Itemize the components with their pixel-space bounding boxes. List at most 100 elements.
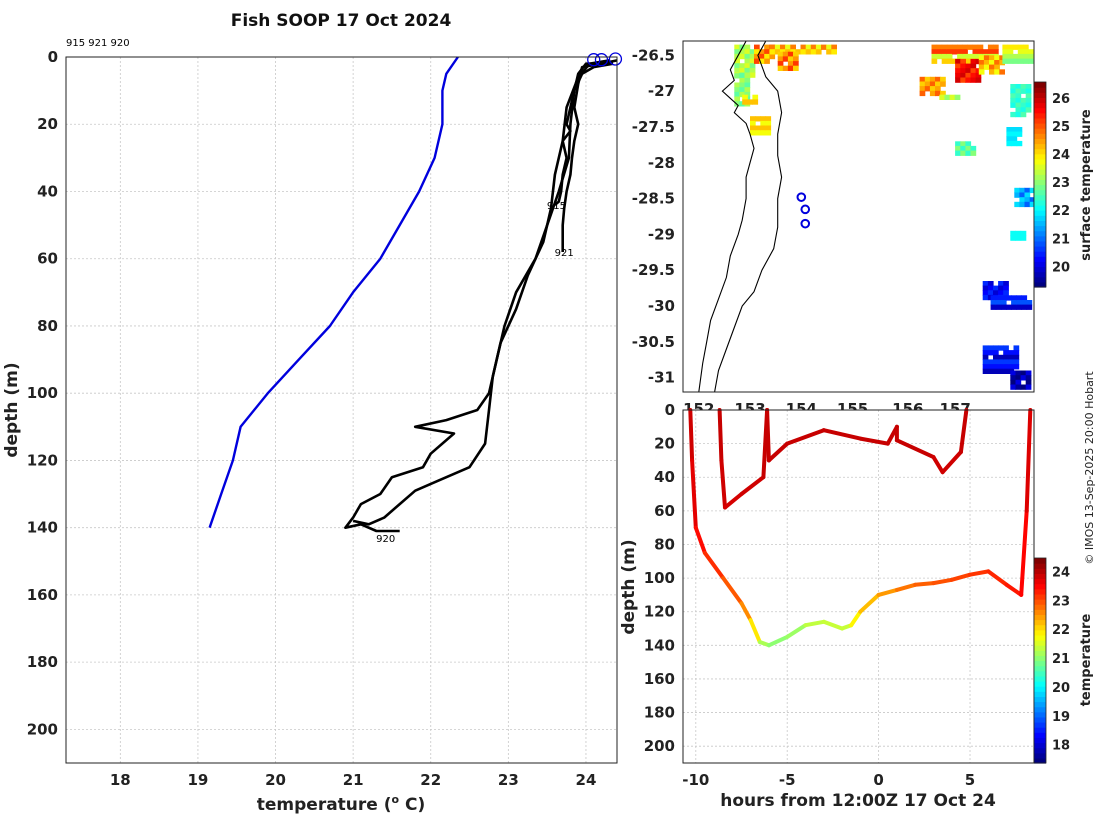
sst-cell [990, 304, 997, 310]
sst-cell [990, 300, 997, 306]
td-colorbar-segment [1034, 634, 1046, 641]
sst-cell [1015, 370, 1022, 376]
sst-cell [970, 145, 977, 152]
sst-cell [993, 345, 999, 351]
profile-plot-frame [65, 56, 618, 764]
sst-cell [1003, 368, 1009, 374]
sst-cell [1028, 49, 1034, 55]
sst-cell [924, 86, 931, 92]
sst-cell [929, 76, 936, 83]
map-colorbar-tick: 20 [1052, 260, 1070, 275]
sst-cell [970, 68, 977, 74]
time-depth-area [683, 410, 1034, 763]
profile-line-climatology [208, 56, 459, 529]
sst-cell [1025, 375, 1032, 381]
x-tick-label: 23 [498, 771, 519, 789]
map-colorbar-segment [1034, 117, 1046, 124]
sst-cell [1010, 235, 1016, 241]
sst-cell [739, 82, 746, 88]
sst-cell [1025, 88, 1032, 94]
sst-cell [790, 44, 796, 50]
sst-cell [1020, 370, 1027, 376]
sst-cell [805, 44, 812, 50]
td-colorbar-tick: 21 [1052, 652, 1070, 667]
map-colorbar-segment [1034, 123, 1046, 129]
sst-cell [940, 81, 946, 87]
track-segment-shallow [931, 455, 945, 475]
y-tick-label: 120 [27, 451, 58, 469]
sst-cell [995, 304, 1002, 310]
sst-cell [1006, 304, 1012, 310]
sst-cell [1015, 107, 1022, 113]
map-colorbar-segment [1034, 184, 1046, 191]
track-segment-deep [803, 619, 826, 628]
sst-cell [955, 141, 961, 147]
sst-cell [967, 44, 973, 50]
sst-cell [941, 53, 948, 60]
map-colorbar-segment [1034, 194, 1046, 201]
map-colorbar-segment [1034, 276, 1046, 283]
sst-cell [749, 58, 756, 64]
sst-cell [782, 65, 789, 71]
sst-cell [967, 53, 973, 60]
sst-cell [919, 90, 926, 97]
sst-cell [739, 77, 746, 84]
sst-cell [739, 91, 746, 98]
sst-cell [994, 64, 1000, 70]
sst-cell [1015, 230, 1022, 237]
sst-cell [952, 49, 958, 55]
sst-cell [1017, 49, 1024, 55]
sst-cell [982, 350, 989, 356]
td-colorbar-segment [1034, 681, 1046, 687]
sst-cell [1020, 107, 1027, 113]
sst-cell [1029, 197, 1035, 203]
sst-cell [1013, 345, 1020, 351]
sst-cell [965, 77, 972, 83]
sst-cell [744, 63, 751, 69]
sst-cell [1007, 53, 1014, 60]
sst-cell [999, 55, 1005, 61]
sst-cell [744, 53, 751, 60]
sst-cell [1026, 304, 1033, 310]
sst-cell [1023, 58, 1029, 64]
sst-cell [955, 58, 961, 65]
sst-cell [999, 69, 1005, 75]
sst-cell [764, 53, 770, 60]
td-colorbar-segment [1034, 732, 1046, 738]
sst-cell [970, 72, 977, 79]
sst-cell [941, 58, 948, 64]
sst-cell [982, 368, 989, 374]
sst-cell [754, 58, 760, 64]
sst-cell [944, 94, 951, 100]
sst-cell [967, 58, 973, 64]
td-colorbar-segment [1034, 599, 1046, 605]
sst-cell [1021, 300, 1028, 306]
station-marker [796, 192, 807, 202]
sst-cell [957, 53, 963, 60]
sst-cell [994, 55, 1000, 61]
td-colorbar-segment [1034, 593, 1046, 600]
map-colorbar-segment [1034, 102, 1046, 109]
sst-cell [924, 81, 931, 87]
sst-cell [965, 63, 972, 69]
sst-cell [1028, 53, 1034, 60]
sst-cell [972, 53, 979, 60]
sst-cell [1003, 359, 1009, 365]
track-segment-deep [785, 623, 808, 639]
sst-cell [978, 55, 985, 61]
sst-cell [1006, 140, 1013, 147]
sst-cell [764, 44, 770, 50]
sst-cell [998, 354, 1004, 361]
sst-cell [1010, 84, 1016, 90]
td-colorbar-segment [1034, 686, 1046, 692]
sst-cell [1011, 136, 1018, 142]
td-colorbar-segment [1034, 701, 1046, 708]
map-y-tick-label: -27.5 [632, 118, 675, 136]
sst-cell [936, 53, 943, 60]
sst-cell [957, 49, 963, 55]
sst-cell [755, 116, 761, 122]
td-colorbar-tick: 18 [1052, 739, 1070, 754]
sst-cell [760, 116, 766, 122]
track-segment-deep [702, 550, 726, 581]
map-colorbar-segment [1034, 189, 1046, 196]
